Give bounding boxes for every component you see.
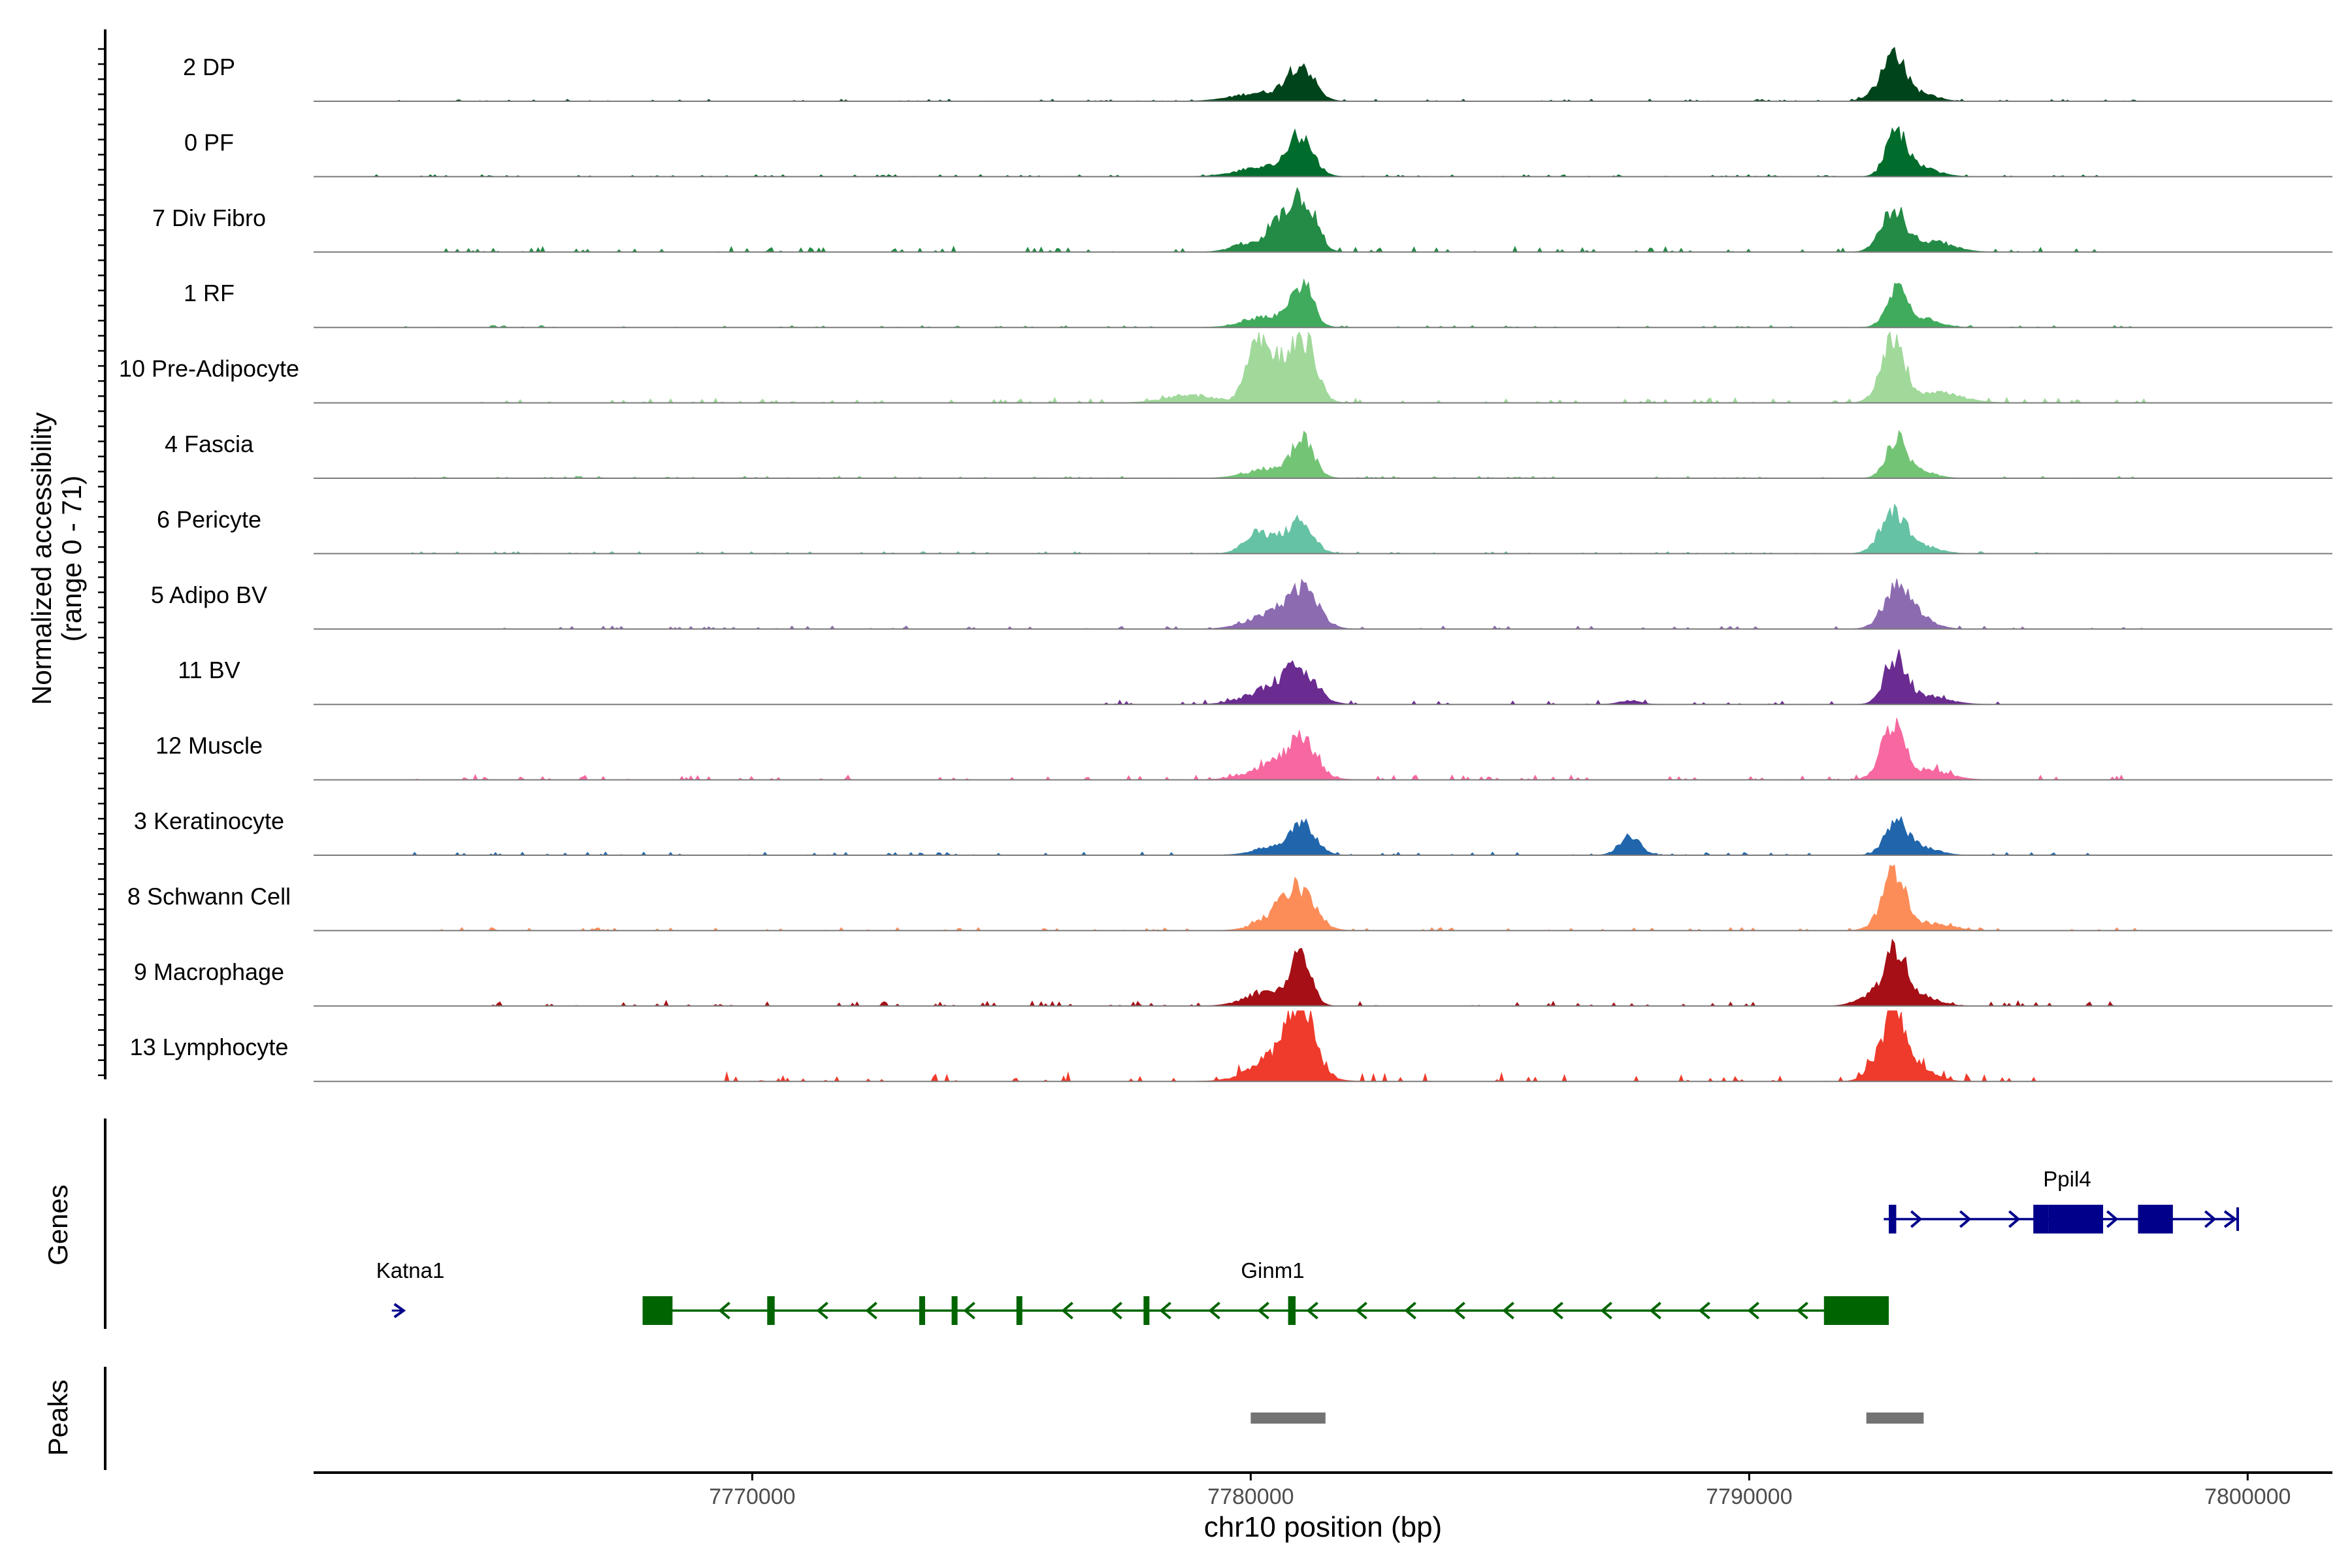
track-label-5: 4 Fascia — [165, 431, 254, 457]
track-area-6 — [314, 503, 2332, 555]
gene-exon-Ginm1 — [767, 1296, 775, 1325]
gene-strand-arrow — [2106, 1210, 2119, 1228]
gene-exon-Ppil4 — [1888, 1205, 1897, 1233]
gene-strand-arrow — [1453, 1301, 1465, 1320]
gene-strand-arrow — [1208, 1301, 1220, 1320]
gene-strand-arrow — [1257, 1301, 1269, 1320]
track-area-0 — [314, 46, 2332, 102]
track-area-5 — [314, 430, 2332, 479]
peak-region-1 — [1866, 1413, 1924, 1424]
x-tick-label: 7800000 — [2204, 1484, 2291, 1509]
gene-strand-arrow — [1404, 1301, 1416, 1320]
track-area-1 — [314, 125, 2332, 178]
genes-panel-label: Genes — [42, 1184, 73, 1266]
gene-strand-arrow — [1698, 1301, 1710, 1320]
gene-strand-arrow — [1600, 1301, 1612, 1320]
y-axis-title: Normalized accessibility — [26, 412, 57, 705]
track-area-13 — [314, 1010, 2332, 1083]
track-area-4 — [314, 331, 2332, 404]
track-label-10: 3 Keratinocyte — [134, 808, 284, 834]
gene-strand-arrow — [963, 1301, 975, 1320]
gene-strand-arrow — [2223, 1210, 2238, 1228]
gene-exon-Ppil4 — [2048, 1205, 2104, 1233]
gene-strand-arrow — [1306, 1301, 1318, 1320]
gene-strand-arrow — [1551, 1301, 1563, 1320]
gene-strand-arrow — [1502, 1301, 1514, 1320]
gene-label-Katna1: Katna1 — [376, 1258, 445, 1282]
track-area-2 — [314, 186, 2332, 253]
gene-exon-Ginm1 — [642, 1296, 673, 1325]
x-axis-title: chr10 position (bp) — [1204, 1511, 1442, 1543]
gene-exon-Ginm1 — [1016, 1296, 1022, 1325]
gene-strand-arrow — [1159, 1301, 1171, 1320]
gene-exon-Ginm1 — [951, 1296, 958, 1325]
track-label-9: 12 Muscle — [155, 732, 263, 759]
gene-strand-arrow — [1747, 1301, 1759, 1320]
track-label-7: 5 Adipo BV — [151, 581, 267, 608]
gene-exon-Ginm1 — [1823, 1296, 1889, 1325]
gene-exon-Ginm1 — [919, 1296, 925, 1325]
genes-panel: Katna1 Ginm1 Ppil4 — [376, 1167, 2240, 1325]
gene-strand-arrow — [1061, 1301, 1073, 1320]
track-label-13: 13 Lymphocyte — [130, 1034, 289, 1060]
gene-exon-Ppil4 — [2033, 1205, 2049, 1233]
track-area-3 — [314, 278, 2332, 328]
gene-exon-Ppil4 — [2138, 1205, 2173, 1233]
gene-strand-arrow — [865, 1301, 877, 1320]
track-label-1: 0 PF — [184, 129, 234, 155]
track-label-6: 6 Pericyte — [157, 506, 261, 532]
peaks-panel — [1250, 1413, 1924, 1424]
coverage-tracks — [314, 46, 2332, 1083]
y-axis-range: (range 0 - 71) — [56, 476, 87, 642]
gene-strand-arrow — [1355, 1301, 1367, 1320]
track-area-8 — [314, 649, 2332, 705]
gene-exon-Ginm1 — [1143, 1296, 1150, 1325]
gene-strand-arrow — [2008, 1210, 2021, 1228]
gene-strand-arrow — [718, 1301, 730, 1320]
gene-strand-arrow — [816, 1301, 828, 1320]
y-axis — [98, 29, 106, 1079]
gene-strand-arrow — [1110, 1301, 1122, 1320]
track-area-11 — [314, 864, 2332, 932]
track-label-2: 7 Div Fibro — [152, 204, 266, 231]
track-label-4: 10 Pre-Adipocyte — [119, 355, 299, 382]
gene-strand-arrow — [1910, 1210, 1923, 1228]
track-label-12: 9 Macrophage — [134, 958, 284, 985]
track-label-0: 2 DP — [183, 54, 235, 80]
peak-region-0 — [1250, 1413, 1326, 1424]
track-area-9 — [314, 717, 2332, 781]
gene-strand-arrow — [1959, 1210, 1972, 1228]
track-label-11: 8 Schwann Cell — [127, 883, 291, 909]
gene-strand-arrow — [2204, 1210, 2217, 1228]
x-axis: 7770000 7780000 7790000 7800000 — [314, 1471, 2332, 1509]
gene-strand-arrow — [393, 1303, 406, 1318]
gene-strand-arrow — [1649, 1301, 1661, 1320]
track-labels: 2 DP 0 PF 7 Div Fibro 1 RF 10 Pre-Adipocyte 4… — [119, 54, 299, 1060]
gene-exon-Ginm1 — [1288, 1296, 1296, 1325]
track-label-8: 11 BV — [178, 657, 240, 683]
track-area-7 — [314, 578, 2332, 630]
gene-label-Ginm1: Ginm1 — [1241, 1258, 1304, 1282]
gene-label-Ppil4: Ppil4 — [2043, 1167, 2091, 1191]
peaks-panel-label: Peaks — [42, 1380, 73, 1456]
track-area-12 — [314, 938, 2332, 1007]
track-area-10 — [314, 815, 2332, 856]
track-label-3: 1 RF — [184, 280, 235, 306]
x-tick-label: 7770000 — [709, 1484, 795, 1509]
x-tick-label: 7780000 — [1207, 1484, 1294, 1509]
gene-strand-arrow — [1796, 1301, 1808, 1320]
x-tick-label: 7790000 — [1706, 1484, 1792, 1509]
